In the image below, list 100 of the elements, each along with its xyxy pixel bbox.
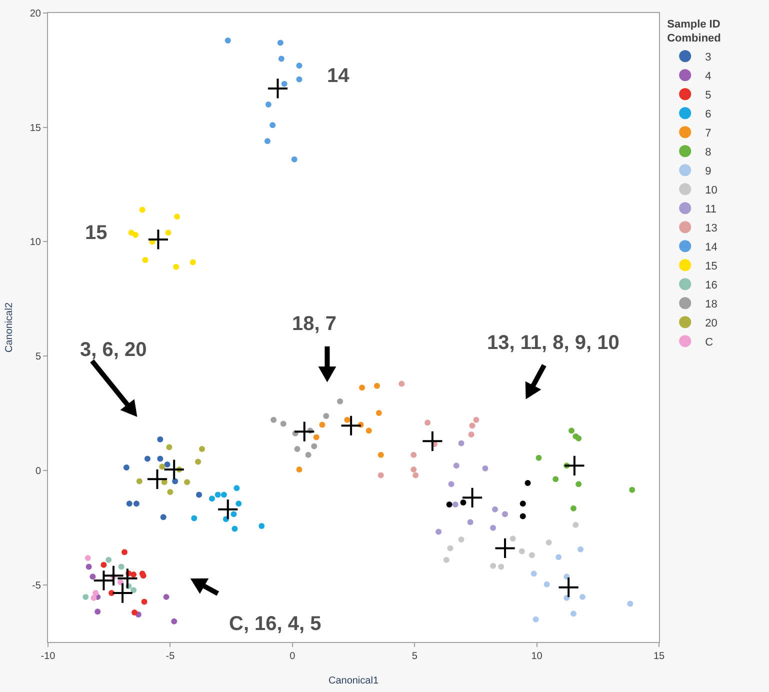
point bbox=[281, 80, 288, 87]
point bbox=[174, 214, 180, 220]
point bbox=[270, 122, 276, 128]
legend-label: 15 bbox=[705, 260, 718, 272]
point bbox=[340, 414, 362, 436]
point bbox=[629, 486, 636, 493]
point bbox=[141, 598, 148, 605]
legend-label: 6 bbox=[705, 108, 712, 120]
point bbox=[446, 502, 452, 508]
point bbox=[443, 556, 450, 563]
point bbox=[144, 456, 150, 462]
point bbox=[344, 416, 350, 423]
point bbox=[552, 476, 559, 482]
point bbox=[510, 536, 516, 542]
point bbox=[139, 206, 146, 213]
point bbox=[112, 582, 134, 604]
point bbox=[232, 526, 238, 532]
point bbox=[173, 264, 180, 270]
point bbox=[524, 480, 531, 486]
point bbox=[123, 464, 130, 470]
point bbox=[564, 574, 570, 580]
point bbox=[494, 537, 516, 560]
point bbox=[374, 382, 380, 389]
point bbox=[280, 420, 286, 427]
y-tick-label: 0 bbox=[35, 466, 42, 477]
point bbox=[313, 434, 320, 440]
point bbox=[473, 416, 480, 423]
x-tick-label: 15 bbox=[653, 651, 665, 662]
x-tick-label: 5 bbox=[412, 651, 418, 662]
x-tick-label: 0 bbox=[290, 651, 296, 662]
legend-label: C bbox=[705, 336, 714, 348]
point bbox=[130, 572, 137, 578]
point bbox=[410, 466, 417, 473]
point bbox=[133, 500, 140, 507]
point bbox=[277, 40, 284, 46]
point bbox=[530, 570, 537, 577]
point bbox=[518, 548, 525, 554]
y-tick-label: 10 bbox=[30, 237, 42, 248]
point bbox=[359, 384, 366, 391]
point bbox=[132, 232, 138, 238]
point bbox=[544, 581, 550, 588]
y-tick-label: -5 bbox=[32, 580, 42, 592]
point bbox=[564, 454, 586, 476]
point bbox=[265, 101, 272, 108]
point bbox=[536, 454, 542, 461]
point bbox=[126, 500, 132, 507]
point bbox=[208, 496, 215, 502]
point bbox=[422, 430, 444, 452]
point bbox=[296, 62, 302, 69]
point bbox=[224, 37, 231, 44]
point bbox=[294, 446, 300, 452]
legend-label: 5 bbox=[705, 89, 712, 102]
x-tick-label: -10 bbox=[40, 651, 56, 662]
annotation: 18, 7 bbox=[292, 313, 336, 335]
point bbox=[366, 428, 372, 434]
legend-label: 18 bbox=[705, 298, 718, 310]
point bbox=[132, 609, 138, 616]
legend-label: 13 bbox=[705, 222, 718, 234]
point bbox=[171, 618, 178, 624]
point bbox=[453, 462, 460, 469]
point bbox=[116, 568, 138, 590]
point bbox=[502, 511, 508, 518]
point bbox=[467, 519, 474, 526]
point bbox=[164, 462, 170, 468]
point bbox=[230, 511, 237, 518]
legend-label: 3 bbox=[705, 51, 712, 64]
point bbox=[568, 428, 574, 434]
point bbox=[165, 230, 172, 236]
point bbox=[546, 540, 552, 546]
point bbox=[520, 500, 526, 507]
point bbox=[458, 536, 464, 543]
point bbox=[461, 486, 484, 508]
point bbox=[191, 515, 198, 522]
point bbox=[266, 78, 289, 100]
point bbox=[490, 562, 496, 569]
point bbox=[296, 76, 302, 82]
point bbox=[447, 545, 454, 552]
point bbox=[258, 523, 265, 530]
point bbox=[570, 610, 576, 617]
point bbox=[102, 564, 124, 586]
point bbox=[578, 546, 584, 552]
point bbox=[296, 466, 302, 473]
point bbox=[157, 456, 164, 462]
annotation: C, 16, 4, 5 bbox=[229, 613, 322, 635]
x-tick-label: 10 bbox=[531, 651, 543, 662]
point bbox=[532, 616, 539, 622]
point bbox=[294, 420, 316, 442]
point bbox=[163, 458, 185, 480]
y-tick-label: 20 bbox=[30, 8, 42, 20]
point bbox=[136, 478, 142, 484]
point bbox=[572, 522, 579, 528]
point bbox=[84, 555, 91, 562]
y-tick-label: 5 bbox=[35, 352, 42, 363]
point bbox=[291, 156, 298, 162]
legend-label: 8 bbox=[705, 146, 712, 158]
point bbox=[90, 574, 96, 580]
y-axis-title: Canonical2 bbox=[4, 302, 15, 353]
point bbox=[234, 485, 240, 492]
legend-title: Sample ID Combined bbox=[667, 18, 721, 45]
point bbox=[214, 492, 221, 498]
